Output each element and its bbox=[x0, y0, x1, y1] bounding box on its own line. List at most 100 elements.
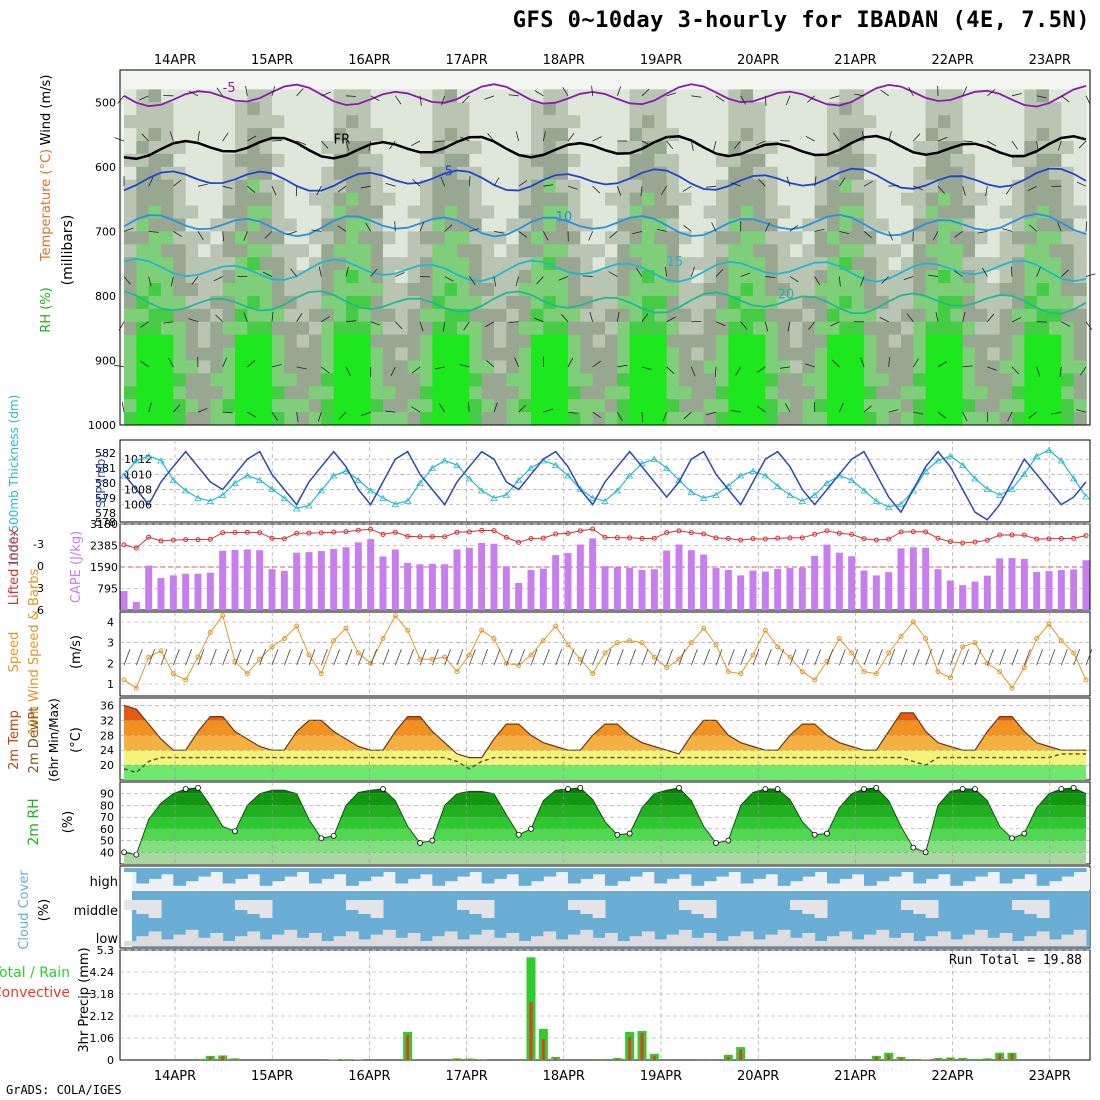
high-cloud-bar bbox=[617, 868, 631, 882]
rh-cell bbox=[568, 115, 582, 129]
thickness-point bbox=[354, 476, 363, 483]
low-cloud-bar bbox=[395, 937, 409, 946]
rh-cell bbox=[962, 334, 976, 349]
wind-barb bbox=[243, 312, 248, 322]
rh-cell bbox=[1049, 386, 1063, 400]
rh-cell bbox=[309, 412, 323, 426]
wind-speed-point bbox=[207, 629, 213, 635]
rh-cell bbox=[161, 257, 175, 271]
rh-cell bbox=[420, 399, 434, 413]
rh-cell bbox=[481, 192, 495, 207]
rh-cell bbox=[124, 153, 138, 168]
wind-barb bbox=[740, 95, 747, 105]
rh-cell bbox=[975, 153, 989, 168]
cape-bar bbox=[539, 568, 547, 610]
rh-cell bbox=[1073, 373, 1087, 387]
low-cloud-bar bbox=[518, 941, 532, 946]
rh-cell bbox=[432, 283, 446, 297]
wind-barb bbox=[444, 224, 453, 232]
rh-cell bbox=[691, 412, 705, 426]
rh-cell bbox=[148, 347, 162, 361]
bottom-date-label: 19APR bbox=[640, 1069, 682, 1084]
thickness-tick-label: 579 bbox=[95, 492, 116, 505]
rh-cell bbox=[161, 334, 175, 349]
rh-cell bbox=[691, 283, 705, 297]
high-cloud-bar bbox=[568, 868, 581, 884]
rh-cell bbox=[777, 192, 791, 207]
rh-cell bbox=[987, 283, 1001, 297]
precip-total-bar bbox=[699, 1058, 709, 1060]
wind-barb bbox=[1085, 321, 1093, 331]
rh-cell bbox=[1061, 115, 1075, 129]
rh-cell bbox=[728, 205, 742, 219]
rh-point bbox=[577, 784, 584, 791]
wind-barb bbox=[370, 268, 378, 277]
rh-cell bbox=[1012, 231, 1026, 245]
rh-cell bbox=[913, 270, 927, 284]
rh-cell bbox=[777, 231, 791, 245]
rh-cell bbox=[136, 141, 150, 155]
rh-cell bbox=[259, 321, 273, 336]
rh-cell bbox=[839, 295, 853, 310]
wind-barb bbox=[283, 648, 291, 666]
pressure-tick-label: 600 bbox=[95, 161, 116, 174]
high-cloud-bar bbox=[481, 868, 495, 884]
rh-cell bbox=[148, 399, 162, 413]
low-cloud-bar bbox=[851, 939, 865, 946]
rh-cell bbox=[296, 321, 310, 336]
rh-cell bbox=[827, 360, 841, 374]
rh-cell bbox=[481, 373, 495, 387]
thickness-point bbox=[613, 487, 622, 494]
wind-barb bbox=[460, 136, 470, 142]
rh-cell bbox=[654, 334, 668, 349]
rh-cell bbox=[543, 270, 557, 284]
rh-cell bbox=[962, 153, 976, 168]
rh-cell bbox=[814, 166, 828, 181]
low-cloud-bar bbox=[864, 934, 877, 946]
rh-cell bbox=[321, 308, 335, 323]
rh-cell bbox=[827, 270, 841, 284]
rh-cell bbox=[568, 231, 582, 245]
rh-cell bbox=[1061, 128, 1075, 142]
thickness-point bbox=[490, 494, 498, 501]
rh-cell bbox=[950, 283, 964, 297]
rh-cell bbox=[494, 128, 508, 142]
rh-cell bbox=[1049, 231, 1063, 245]
precip-total-bar bbox=[908, 1058, 918, 1060]
low-cloud-bar bbox=[901, 933, 914, 946]
rh-cell bbox=[827, 115, 841, 129]
rh-cell bbox=[543, 192, 557, 207]
rh-cell bbox=[383, 231, 397, 245]
rh-cell bbox=[272, 399, 286, 413]
rh-cell bbox=[481, 205, 495, 219]
bottom-date-label: 23APR bbox=[1029, 1069, 1071, 1084]
low-cloud-bar bbox=[888, 937, 902, 946]
cape-bar bbox=[342, 547, 350, 610]
rh-cell bbox=[592, 231, 606, 245]
rh-cell bbox=[518, 321, 532, 336]
wind-speed-point bbox=[787, 654, 793, 660]
rh-cell bbox=[617, 373, 631, 387]
rh-cell bbox=[543, 386, 557, 400]
thickness-point bbox=[268, 485, 276, 492]
rh-cell bbox=[568, 205, 582, 219]
rh-cell bbox=[346, 283, 360, 297]
wind-speed-point bbox=[269, 644, 275, 650]
rh-cell bbox=[580, 166, 594, 181]
rh-cell bbox=[617, 179, 631, 194]
thickness-point bbox=[958, 461, 967, 468]
rh-cell bbox=[407, 334, 421, 349]
wind-barb bbox=[394, 648, 402, 666]
rh-cell bbox=[420, 347, 434, 361]
rh-cell bbox=[913, 399, 927, 413]
wind-barb bbox=[974, 648, 982, 666]
rh-cell bbox=[395, 153, 409, 168]
rh-cell bbox=[518, 205, 532, 219]
rh-cell bbox=[124, 89, 138, 103]
rh-cell bbox=[580, 360, 594, 374]
rh-cell bbox=[987, 360, 1001, 374]
wind-barb bbox=[1061, 269, 1070, 277]
high-cloud-bar bbox=[148, 868, 162, 879]
wind-barb bbox=[935, 311, 939, 322]
rh-cell bbox=[420, 153, 434, 168]
